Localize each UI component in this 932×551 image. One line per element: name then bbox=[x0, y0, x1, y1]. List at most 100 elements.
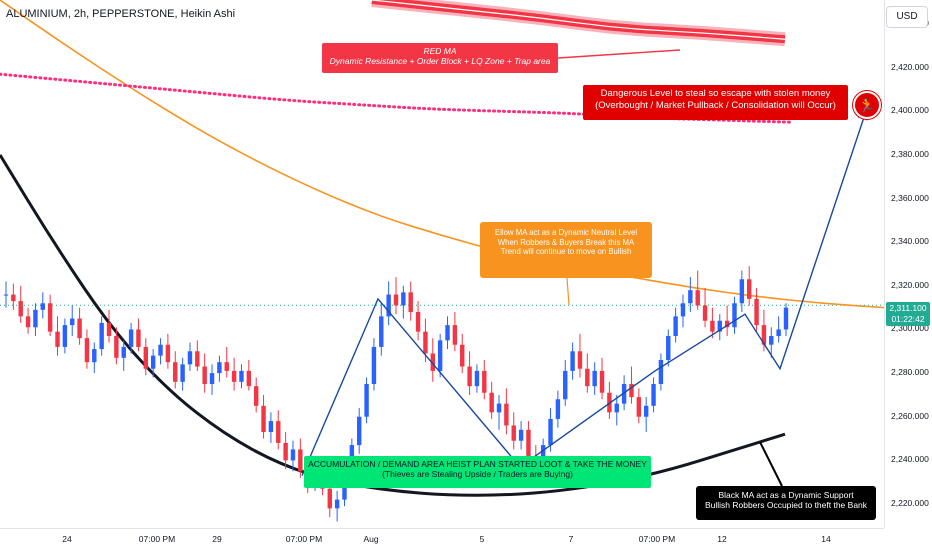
red-ma-annotation-title: RED MA bbox=[423, 46, 457, 56]
candle-body bbox=[334, 499, 340, 509]
accumulation-annotation[interactable]: ACCUMULATION / DEMAND AREA HEIST PLAN ST… bbox=[304, 456, 651, 488]
candle-body bbox=[136, 329, 141, 347]
candle-body bbox=[3, 294, 9, 296]
candle-body bbox=[430, 353, 435, 371]
candle-body bbox=[408, 292, 413, 312]
candle-body bbox=[55, 331, 60, 347]
time-tick: 14 bbox=[821, 534, 831, 544]
time-tick: 07:00 PM bbox=[138, 534, 176, 544]
black-ma-annotation-line1: Black MA act as a Dynamic Support bbox=[718, 490, 854, 500]
candle-body bbox=[563, 370, 568, 400]
candle-body bbox=[636, 397, 642, 417]
candle-body bbox=[217, 362, 222, 374]
last-price-countdown: 01:22:42 bbox=[891, 314, 925, 324]
candle-body bbox=[253, 386, 259, 406]
candle-body bbox=[268, 421, 274, 432]
candle-body bbox=[231, 370, 237, 382]
candle-body bbox=[246, 370, 252, 387]
candle-body bbox=[526, 429, 531, 459]
danger-annotation-line2: (Overbought / Market Pullback / Consolid… bbox=[595, 99, 836, 111]
candle-body bbox=[452, 325, 458, 345]
orange-ma-line bbox=[0, 0, 885, 309]
time-axis[interactable]: 24 07:00 PM 29 07:00 PM Aug 5 7 07:00 PM 12 14 bbox=[0, 528, 884, 551]
red-ma-annotation[interactable]: RED MA Dynamic Resistance + Order Block … bbox=[322, 43, 558, 73]
price-tick: 2,260.000 bbox=[891, 410, 929, 421]
price-axis[interactable]: 2,440.0002,420.0002,400.0002,380.0002,36… bbox=[884, 0, 932, 528]
trend-path bbox=[301, 111, 867, 476]
candle-body bbox=[555, 399, 561, 419]
candle-body bbox=[327, 488, 332, 509]
price-tick: 2,220.000 bbox=[891, 498, 929, 508]
last-price-label: 2,311.100 01:22:42 bbox=[886, 302, 930, 326]
candle-body bbox=[688, 290, 693, 304]
accumulation-annotation-line1: ACCUMULATION / DEMAND AREA HEIST PLAN ST… bbox=[308, 459, 647, 469]
candle-body bbox=[239, 370, 244, 382]
candle-body bbox=[25, 316, 31, 328]
candle-body bbox=[173, 362, 178, 382]
candle-body bbox=[643, 405, 649, 417]
currency-button[interactable]: USD bbox=[886, 6, 928, 28]
candle-body bbox=[585, 368, 590, 387]
candle-body bbox=[724, 320, 730, 328]
chart-title: ALUMINIUM, 2h, PEPPERSTONE, Heikin Ashi bbox=[6, 8, 236, 20]
price-tick: 2,360.000 bbox=[891, 192, 929, 203]
candle-body bbox=[386, 294, 391, 317]
time-tick: 7 bbox=[568, 534, 574, 544]
candle-body bbox=[599, 370, 605, 393]
candle-body bbox=[739, 279, 745, 304]
price-tick: 2,240.000 bbox=[891, 454, 929, 465]
candle-body bbox=[401, 292, 406, 306]
candle-body bbox=[371, 346, 377, 384]
time-tick: 07:00 PM bbox=[638, 534, 676, 544]
candle-body bbox=[467, 366, 472, 387]
candle-body bbox=[195, 351, 200, 367]
candle-body bbox=[614, 403, 619, 413]
candle-body bbox=[651, 384, 656, 406]
candle-body bbox=[128, 329, 134, 347]
candle-body bbox=[47, 303, 53, 332]
candle-body bbox=[658, 360, 664, 384]
candle-body bbox=[769, 336, 774, 345]
candle-body bbox=[761, 325, 767, 345]
orange-ma-annotation-line3: Trend will continue to move on Bullish bbox=[500, 247, 632, 256]
candle-body bbox=[158, 344, 163, 356]
candle-body bbox=[423, 331, 428, 354]
candle-body bbox=[150, 355, 156, 369]
candle-body bbox=[187, 351, 193, 365]
orange-ma-annotation[interactable]: Ellow MA act as a Dynamic Neutral Level … bbox=[480, 222, 652, 278]
candle-body bbox=[621, 384, 627, 404]
price-tick: 2,400.000 bbox=[891, 105, 929, 116]
orange-ma-annotation-line2: When Robbers & Buyers Break this MA bbox=[497, 237, 635, 247]
danger-annotation-line1: Dangerous Level to steal so escape with … bbox=[600, 88, 831, 99]
candle-body bbox=[165, 344, 171, 363]
candle-body bbox=[702, 305, 708, 321]
candle-body bbox=[70, 318, 75, 326]
candle-body bbox=[92, 349, 97, 363]
candle-body bbox=[290, 449, 296, 461]
candle-body bbox=[143, 346, 149, 369]
black-ma-line bbox=[0, 154, 786, 497]
candle-body bbox=[629, 384, 634, 398]
candle-body bbox=[106, 322, 112, 336]
candle-body bbox=[77, 318, 82, 339]
candle-body bbox=[548, 418, 553, 446]
candle-body bbox=[666, 336, 671, 360]
candle-body bbox=[511, 425, 516, 441]
candle-body bbox=[11, 294, 16, 302]
orange-ma-pointer bbox=[566, 277, 570, 306]
candle-body bbox=[732, 303, 737, 328]
candle-body bbox=[783, 307, 789, 330]
candle-body bbox=[570, 351, 575, 371]
candle-body bbox=[460, 344, 465, 367]
candle-body bbox=[202, 366, 207, 384]
candle-body bbox=[747, 279, 752, 299]
price-tick: 2,420.000 bbox=[891, 61, 929, 72]
accumulation-annotation-line2: (Thieves are Stealing Upside / Traders a… bbox=[382, 469, 573, 480]
candle-body bbox=[489, 392, 494, 413]
last-price-value: 2,311.100 bbox=[889, 303, 927, 313]
candle-body bbox=[577, 351, 583, 369]
danger-annotation[interactable]: Dangerous Level to steal so escape with … bbox=[583, 85, 848, 120]
black-ma-annotation[interactable]: Black MA act as a Dynamic Support Bullis… bbox=[696, 486, 876, 520]
